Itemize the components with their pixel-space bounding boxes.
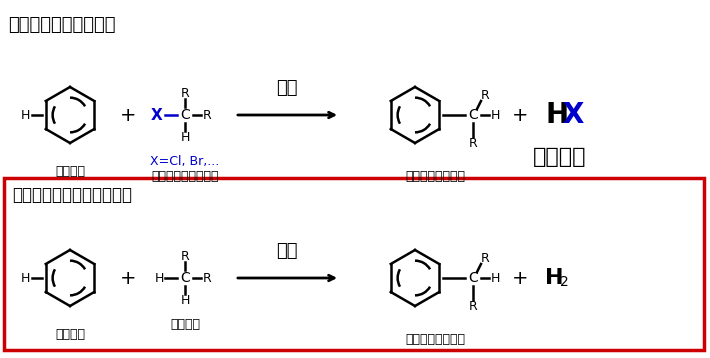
- Text: H: H: [491, 108, 500, 121]
- Text: X=Cl, Br,...: X=Cl, Br,...: [151, 155, 219, 168]
- Text: R: R: [202, 108, 212, 121]
- Text: R: R: [180, 250, 190, 262]
- Text: R: R: [481, 88, 489, 102]
- Text: R: R: [469, 300, 477, 313]
- Text: X: X: [562, 101, 584, 129]
- Text: H: H: [21, 271, 30, 285]
- Text: アルキルベンゼン: アルキルベンゼン: [405, 170, 465, 183]
- Text: R: R: [180, 87, 190, 100]
- Text: H: H: [21, 108, 30, 121]
- Text: +: +: [120, 106, 136, 125]
- Text: R: R: [202, 271, 212, 285]
- Text: ベンゼン: ベンゼン: [55, 328, 85, 341]
- Text: 副生成物: 副生成物: [533, 147, 586, 167]
- Text: C: C: [180, 108, 190, 122]
- FancyBboxPatch shape: [4, 178, 704, 350]
- Text: R: R: [481, 252, 489, 265]
- Text: ハロゲン化アルキル: ハロゲン化アルキル: [151, 170, 219, 183]
- Text: 副生成物を低減した本手法: 副生成物を低減した本手法: [12, 186, 132, 204]
- Text: 触媒: 触媒: [276, 79, 297, 97]
- Text: C: C: [180, 271, 190, 285]
- Text: +: +: [512, 268, 528, 287]
- Text: 2: 2: [560, 275, 569, 289]
- Text: C: C: [468, 271, 478, 285]
- Text: アルカン: アルカン: [170, 318, 200, 331]
- Text: X: X: [151, 107, 163, 122]
- Text: H: H: [180, 294, 190, 306]
- Text: +: +: [120, 268, 136, 287]
- Text: H: H: [545, 101, 568, 129]
- Text: +: +: [512, 106, 528, 125]
- Text: R: R: [469, 136, 477, 150]
- Text: アルキルベンゼン: アルキルベンゼン: [405, 333, 465, 346]
- Text: 従来のアルキル化反応: 従来のアルキル化反応: [8, 16, 116, 34]
- Text: H: H: [154, 271, 164, 285]
- Text: ベンゼン: ベンゼン: [55, 165, 85, 178]
- Text: H: H: [491, 271, 500, 285]
- Text: H: H: [545, 268, 564, 288]
- Text: H: H: [180, 131, 190, 144]
- Text: 触媒: 触媒: [276, 242, 297, 260]
- Text: C: C: [468, 108, 478, 122]
